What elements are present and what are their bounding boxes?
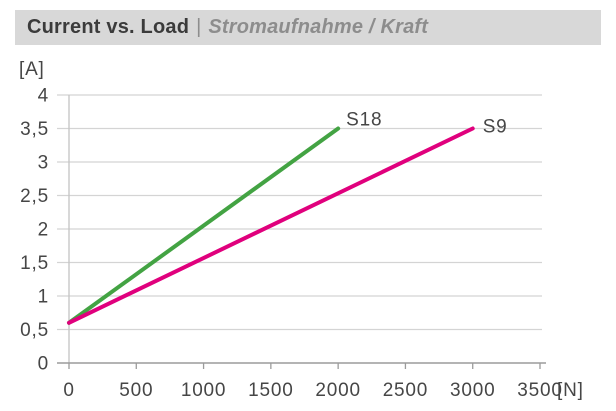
x-tick-label-3000: 3000 bbox=[450, 380, 495, 401]
y-tick-label-3: 3 bbox=[38, 153, 49, 174]
title-separator: | bbox=[196, 16, 202, 38]
y-tick-label-1,5: 1,5 bbox=[20, 253, 49, 274]
chart-title-primary: Current vs. Load bbox=[27, 16, 190, 38]
y-tick-label-4: 4 bbox=[38, 86, 49, 107]
series-line-S9 bbox=[67, 126, 475, 325]
x-tick-label-2500: 2500 bbox=[383, 380, 428, 401]
x-tick-label-500: 500 bbox=[119, 380, 153, 401]
y-tick-label-2: 2 bbox=[38, 220, 49, 241]
x-tick-label-1500: 1500 bbox=[248, 380, 293, 401]
series-label-S9: S9 bbox=[483, 117, 508, 138]
y-tick-label-3,5: 3,5 bbox=[20, 119, 49, 140]
x-tick-label-0: 0 bbox=[63, 380, 74, 401]
series-line-S18 bbox=[67, 126, 341, 325]
chart-title-bar: Current vs. Load | Stromaufnahme / Kraft bbox=[15, 10, 601, 45]
x-tick-label-2000: 2000 bbox=[315, 380, 360, 401]
series-label-S18: S18 bbox=[346, 110, 382, 131]
y-axis-unit-label: [A] bbox=[19, 59, 45, 80]
chart-title-secondary: Stromaufnahme / Kraft bbox=[208, 16, 429, 38]
y-tick-label-1: 1 bbox=[38, 287, 49, 308]
x-tick-label-3500: 3500 bbox=[517, 380, 562, 401]
x-axis-unit-label: [N] bbox=[557, 380, 584, 401]
y-tick-label-0: 0 bbox=[38, 354, 49, 375]
x-tick-label-1000: 1000 bbox=[181, 380, 226, 401]
y-tick-label-0,5: 0,5 bbox=[20, 320, 49, 341]
y-tick-label-2,5: 2,5 bbox=[20, 186, 49, 207]
